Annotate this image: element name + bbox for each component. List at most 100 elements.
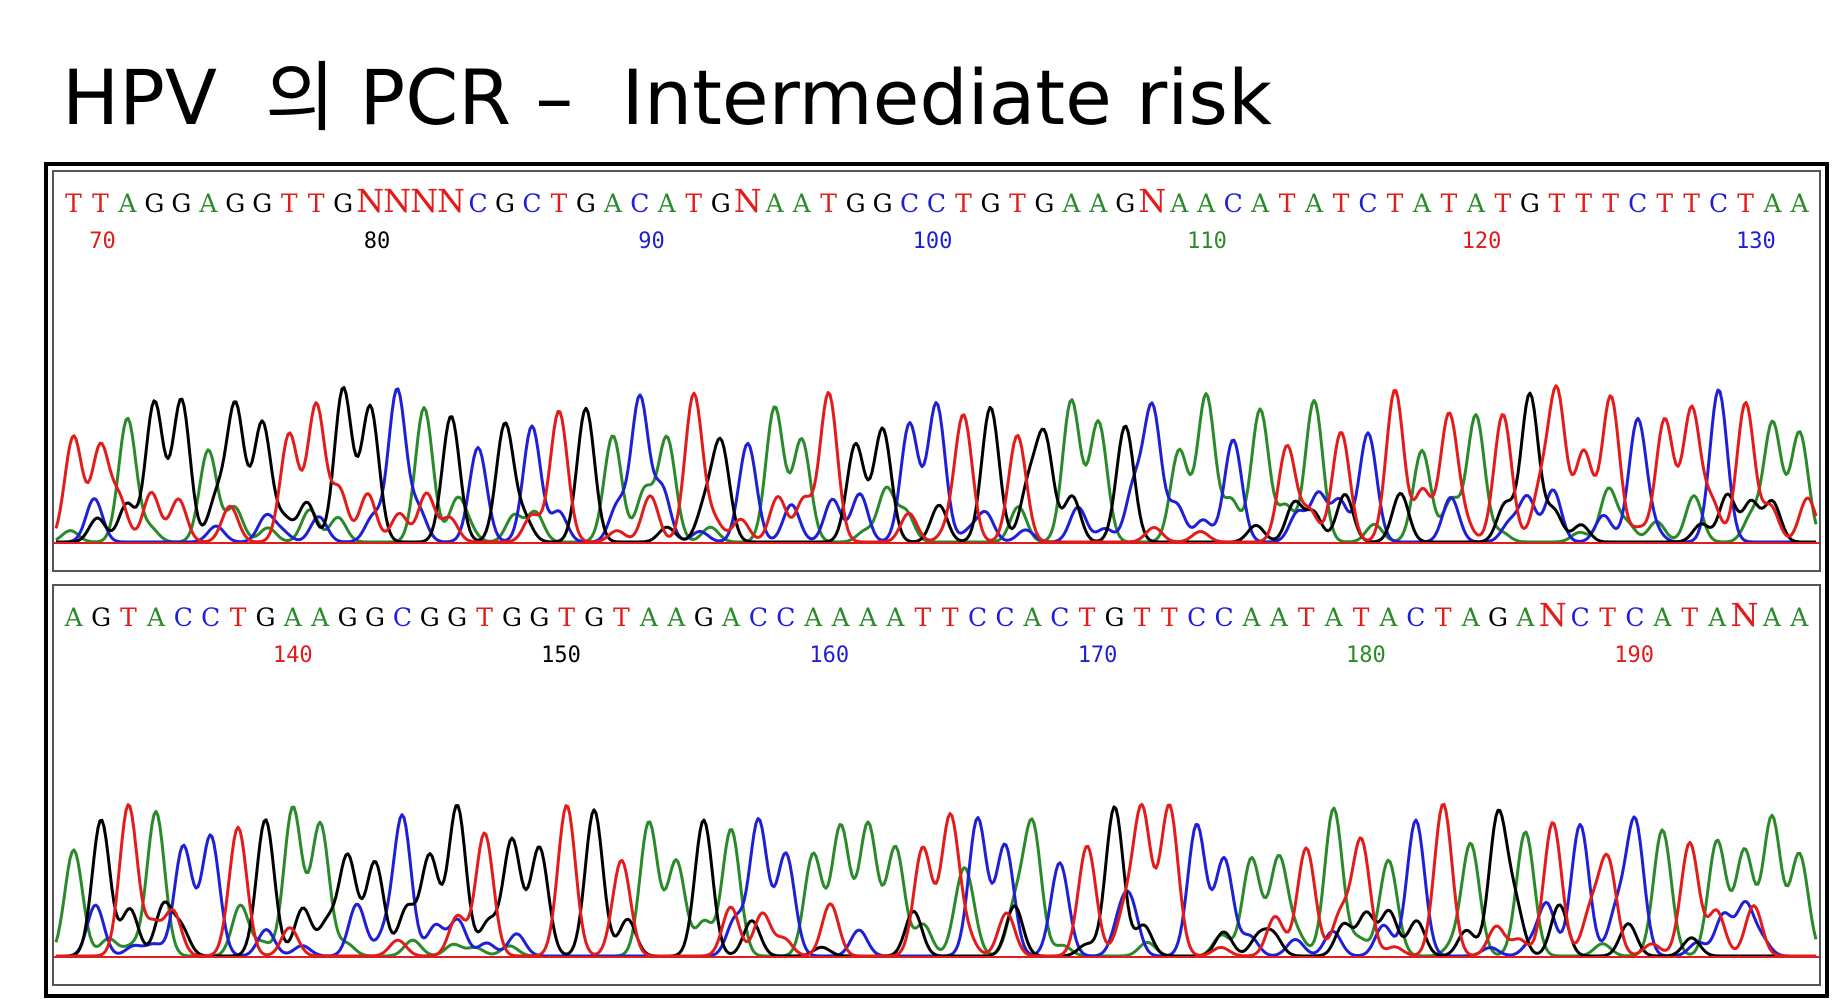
position-label: 110 xyxy=(1187,229,1227,254)
base-call: G xyxy=(980,189,1000,218)
base-call: G xyxy=(144,189,164,218)
base-call: G xyxy=(584,603,604,632)
base-call: T xyxy=(955,189,972,218)
base-call: A xyxy=(64,603,84,632)
base-call: T xyxy=(1599,603,1616,632)
base-call: T xyxy=(1681,603,1698,632)
trace-g xyxy=(56,386,1816,544)
position-label: 90 xyxy=(638,229,665,254)
base-call: A xyxy=(1461,603,1481,632)
base-call: T xyxy=(230,603,247,632)
base-call: T xyxy=(1298,603,1315,632)
base-call: A xyxy=(1789,189,1809,218)
base-call: C xyxy=(927,189,946,218)
base-call: C xyxy=(776,603,795,632)
base-call: T xyxy=(476,603,493,632)
base-call: A xyxy=(1515,603,1535,632)
base-call: A xyxy=(283,603,303,632)
base-call: T xyxy=(1009,189,1026,218)
base-call: A xyxy=(1196,189,1216,218)
base-call: A xyxy=(1789,603,1809,632)
base-call: C xyxy=(1187,603,1206,632)
base-call: T xyxy=(914,603,931,632)
trace-a xyxy=(54,805,1818,958)
base-call: T xyxy=(1441,189,1458,218)
base-call: G xyxy=(529,603,549,632)
position-label: 180 xyxy=(1346,643,1386,668)
base-call: G xyxy=(252,189,272,218)
base-call: C xyxy=(749,603,768,632)
base-call: A xyxy=(639,603,659,632)
base-call: C xyxy=(900,189,919,218)
base-call: G xyxy=(502,603,522,632)
base-call: G xyxy=(1488,603,1508,632)
base-call: A xyxy=(657,189,677,218)
base-call: T xyxy=(1737,189,1754,218)
base-call: T xyxy=(1387,189,1404,218)
position-label: 150 xyxy=(541,643,581,668)
base-call: T xyxy=(942,603,959,632)
position-label: 130 xyxy=(1736,229,1776,254)
base-call: A xyxy=(803,603,823,632)
base-call: T xyxy=(1575,189,1592,218)
base-call: T xyxy=(92,189,109,218)
base-call: C xyxy=(522,189,541,218)
base-call: G xyxy=(225,189,245,218)
base-call: C xyxy=(1224,189,1243,218)
base-call: A xyxy=(831,603,851,632)
base-call: T xyxy=(1602,189,1619,218)
base-call: C xyxy=(1050,603,1069,632)
base-call: G xyxy=(1115,189,1135,218)
base-call: A xyxy=(792,189,812,218)
base-call: T xyxy=(1161,603,1178,632)
base-call: T xyxy=(1279,189,1296,218)
trace-c xyxy=(56,813,1816,958)
base-call: G xyxy=(91,603,111,632)
base-call: A xyxy=(765,189,785,218)
base-call: A xyxy=(1241,603,1261,632)
base-call: G xyxy=(694,603,714,632)
base-call: G xyxy=(420,603,440,632)
base-call: C xyxy=(1571,603,1590,632)
base-call: T xyxy=(558,603,575,632)
base-call: C xyxy=(201,603,220,632)
slide-title: HPV 의 PCR – Intermediate risk xyxy=(62,53,1272,142)
base-call: A xyxy=(1061,189,1081,218)
base-call: A xyxy=(1412,189,1432,218)
base-call: N xyxy=(1138,182,1166,220)
base-call: N xyxy=(1731,596,1759,634)
base-call: A xyxy=(885,603,905,632)
position-label: 190 xyxy=(1614,643,1654,668)
base-call: N xyxy=(734,182,762,220)
trace-c xyxy=(56,387,1816,544)
base-call: N xyxy=(356,182,384,220)
base-call: G xyxy=(447,603,467,632)
base-call: T xyxy=(551,189,568,218)
base-call: G xyxy=(711,189,731,218)
base-call: T xyxy=(120,603,137,632)
base-call: G xyxy=(255,603,275,632)
base-call: G xyxy=(846,189,866,218)
base-call: N xyxy=(1539,596,1567,634)
base-call: C xyxy=(1406,603,1425,632)
base-call: A xyxy=(1378,603,1398,632)
base-call: A xyxy=(666,603,686,632)
base-call: A xyxy=(1088,189,1108,218)
base-call: C xyxy=(968,603,987,632)
base-call: T xyxy=(65,189,82,218)
base-call: A xyxy=(1707,603,1727,632)
base-call: T xyxy=(1134,603,1151,632)
base-call: A xyxy=(1466,189,1486,218)
position-label: 100 xyxy=(913,229,953,254)
base-call: T xyxy=(613,603,630,632)
base-call: G xyxy=(171,189,191,218)
base-call: G xyxy=(576,189,596,218)
base-call: C xyxy=(1215,603,1234,632)
base-call: C xyxy=(630,189,649,218)
base-call: A xyxy=(603,189,623,218)
base-call: N xyxy=(410,182,438,220)
